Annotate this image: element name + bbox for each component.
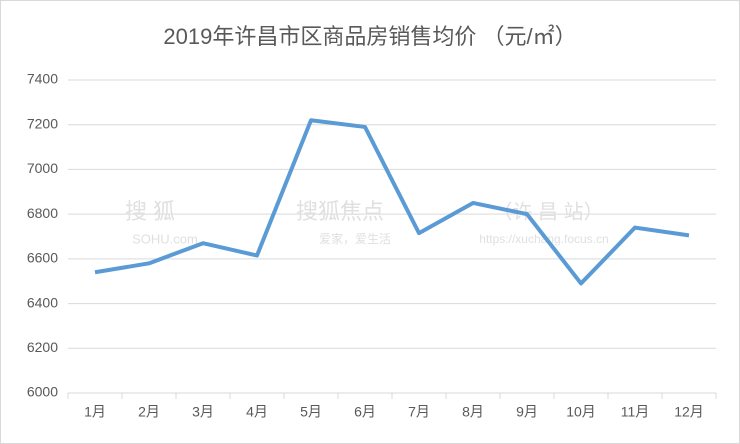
watermark: SOHU.com <box>132 231 198 246</box>
x-tick-label: 3月 <box>192 404 214 420</box>
x-tick-label: 4月 <box>246 404 268 420</box>
watermark: 搜狐焦点 <box>296 199 384 224</box>
x-tick-label: 11月 <box>621 404 650 420</box>
x-tick-label: 8月 <box>462 404 484 420</box>
line-series <box>94 118 690 286</box>
y-tick-label: 6200 <box>27 339 58 355</box>
y-tick-label: 7200 <box>27 115 58 131</box>
x-tick-label: 5月 <box>300 404 322 420</box>
x-tick-label: 7月 <box>408 404 430 420</box>
y-tick-label: 6000 <box>27 384 58 400</box>
chart-title: 2019年许昌市区商品房销售均价 （元/㎡） <box>163 24 576 49</box>
x-tick-label: 12月 <box>674 404 704 420</box>
watermark: 搜 狐 <box>125 199 175 224</box>
x-tick-label: 1月 <box>84 404 106 420</box>
x-tick-label: 2月 <box>138 404 160 420</box>
y-tick-label: 7400 <box>27 71 58 87</box>
y-tick-label: 6600 <box>27 250 58 266</box>
y-tick-label: 7000 <box>27 160 58 176</box>
x-tick-label: 6月 <box>354 404 376 420</box>
x-tick-label: 9月 <box>516 404 538 420</box>
watermark: 爱家，爱生活 <box>319 231 391 246</box>
y-tick-label: 6800 <box>27 205 58 221</box>
watermark: （许 昌 站） <box>492 200 603 223</box>
y-tick-label: 6400 <box>27 294 58 310</box>
x-tick-label: 10月 <box>566 404 596 420</box>
